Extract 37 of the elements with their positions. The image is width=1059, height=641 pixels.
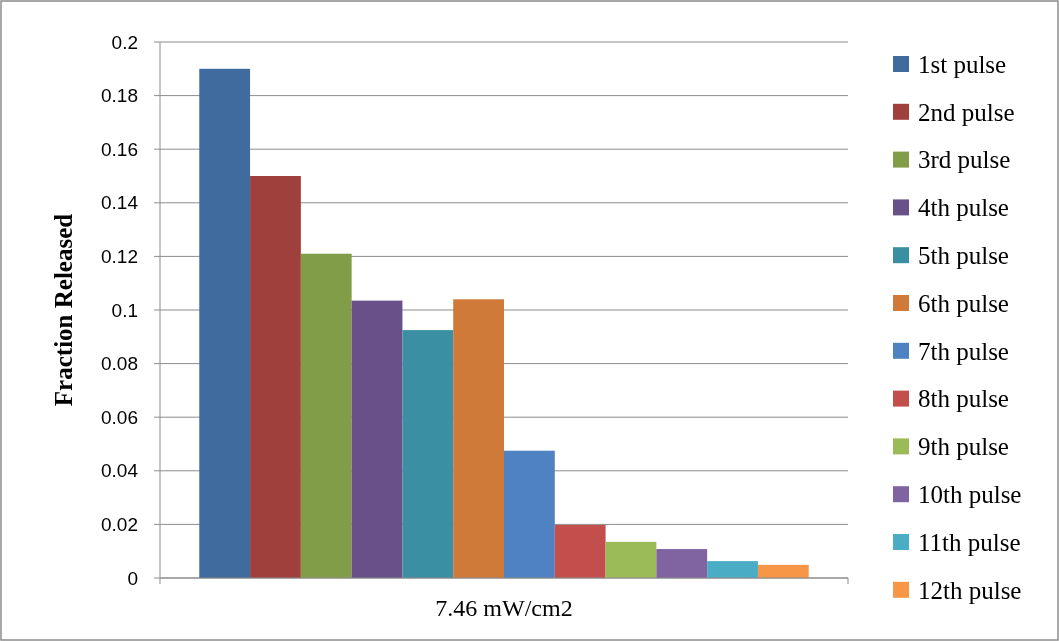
- legend-label: 1st pulse: [918, 50, 1007, 78]
- legend-label: 9th pulse: [918, 433, 1009, 461]
- legend-label: 5th pulse: [918, 241, 1009, 269]
- bar: [605, 541, 657, 578]
- y-tick-label: 0.06: [101, 406, 138, 428]
- y-tick-label: 0.18: [101, 85, 138, 107]
- legend-label: 12th pulse: [918, 576, 1022, 604]
- legend-label: 6th pulse: [918, 289, 1009, 317]
- bar: [453, 299, 504, 578]
- legend-label: 11th pulse: [918, 528, 1021, 556]
- legend-label: 2nd pulse: [918, 98, 1015, 126]
- bar: [351, 300, 403, 578]
- y-tick-label: 0.04: [101, 460, 139, 482]
- x-tick-label: 7.46 mW/cm2: [435, 595, 573, 621]
- legend-label: 8th pulse: [918, 385, 1009, 413]
- y-tick-label: 0.16: [101, 138, 138, 160]
- bar: [250, 176, 301, 578]
- legend-label: 3rd pulse: [918, 146, 1011, 174]
- legend-label: 7th pulse: [918, 337, 1009, 365]
- legend-label: 10th pulse: [918, 480, 1022, 508]
- y-axis-title: Fraction Released: [50, 213, 77, 407]
- y-tick-label: 0.1: [111, 299, 138, 321]
- bar: [300, 253, 352, 578]
- bar: [757, 564, 809, 578]
- y-tick-label: 0.2: [111, 31, 138, 53]
- bar: [402, 330, 454, 578]
- y-tick-label: 0: [127, 567, 138, 589]
- y-tick-label: 0.08: [101, 353, 138, 375]
- y-tick-label: 0.12: [101, 246, 138, 268]
- legend-label: 4th pulse: [918, 194, 1009, 222]
- bar: [504, 450, 555, 578]
- bar: [707, 561, 758, 578]
- bar: [656, 549, 708, 578]
- bar: [199, 68, 251, 578]
- bar: [554, 524, 606, 578]
- y-tick-label: 0.02: [101, 514, 138, 536]
- y-tick-label: 0.14: [101, 192, 139, 214]
